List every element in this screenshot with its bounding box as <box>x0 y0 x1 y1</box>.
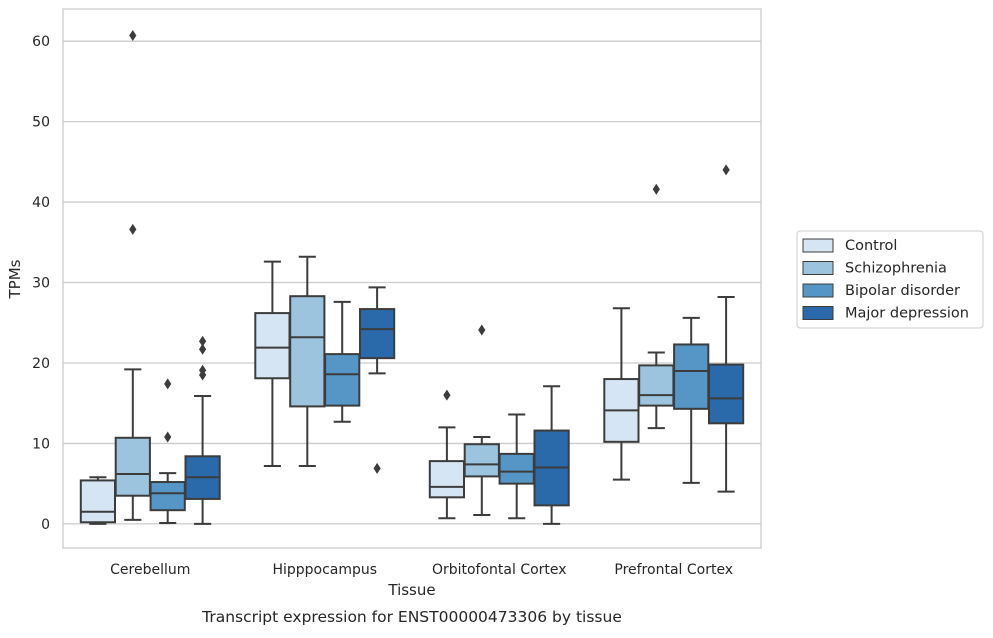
y-tick-label: 0 <box>41 517 50 533</box>
box-iqr <box>324 353 361 407</box>
box-plot <box>289 255 326 467</box>
box-plot <box>707 164 745 493</box>
outlier-point <box>199 335 207 347</box>
outlier-point <box>164 378 172 390</box>
box-iqr <box>463 443 500 478</box>
legend-frame <box>796 230 984 329</box>
legend-label: Major depression <box>845 306 969 322</box>
legend-swatch <box>802 238 834 253</box>
legend-label: Schizophrenia <box>845 261 947 277</box>
outlier-point <box>129 223 137 235</box>
box-plot <box>463 324 500 517</box>
outlier-point <box>164 431 172 443</box>
legend-label: Control <box>845 238 897 254</box>
box-iqr <box>149 481 186 512</box>
plot-frame <box>62 8 762 549</box>
y-tick-label: 10 <box>32 436 50 452</box>
x-tick-label: Cerebellum <box>110 562 190 578</box>
box-iqr <box>289 295 326 408</box>
y-tick-label: 20 <box>32 356 50 372</box>
legend-label: Bipolar disorder <box>845 283 960 299</box>
box-plot <box>673 316 710 484</box>
legend: Control Schizophrenia Bipolar disorder Majo… <box>796 230 984 329</box>
boxes <box>79 30 745 525</box>
box-plot <box>254 260 291 467</box>
box-plot <box>149 378 186 525</box>
chart-caption: Transcript expression for ENST0000047330… <box>201 608 622 626</box>
box-plot <box>324 300 361 423</box>
legend-swatch <box>802 261 834 275</box>
box-plot <box>603 307 640 481</box>
outlier-point <box>478 324 486 336</box>
box-iqr <box>79 479 117 524</box>
outlier-point <box>652 183 660 195</box>
box-iqr <box>358 308 396 360</box>
plot-area-background <box>63 9 761 548</box>
legend-swatch <box>802 283 834 298</box>
y-tick-label: 60 <box>32 34 50 50</box>
box-iqr <box>638 364 675 407</box>
box-plot <box>184 335 221 525</box>
box-plot <box>114 30 151 521</box>
box-iqr <box>428 460 466 499</box>
x-tick-label: Orbitofontal Cortex <box>432 562 567 578</box>
box-plot <box>428 389 466 520</box>
y-tick-label: 50 <box>32 115 50 131</box>
box-iqr <box>254 312 291 380</box>
box-plot <box>358 286 396 474</box>
box-plot <box>498 413 535 520</box>
gridlines <box>63 40 761 525</box>
outlier-point <box>199 364 207 376</box>
outlier-point <box>129 30 137 42</box>
box-iqr <box>673 343 710 410</box>
box-iqr <box>498 452 535 485</box>
box-iqr <box>707 363 745 425</box>
y-tick-labels: 0 10 20 30 40 50 60 <box>32 34 50 533</box>
x-tick-labels: Cerebellum Hipppocampus Orbitofontal Corte… <box>110 562 733 578</box>
y-tick-label: 30 <box>32 276 50 292</box>
y-tick-label: 40 <box>32 195 50 211</box>
x-axis-label: Tissue <box>387 581 435 599</box>
outlier-point <box>373 462 381 474</box>
box-plot <box>533 385 570 525</box>
x-tick-label: Hipppocampus <box>272 562 377 578</box>
outlier-point <box>722 164 730 176</box>
y-axis-label: TPMs <box>6 259 24 299</box>
box-iqr <box>114 436 151 497</box>
legend-items: Control Schizophrenia Bipolar disorder Majo… <box>802 238 969 322</box>
x-tick-label: Prefrontal Cortex <box>614 562 733 578</box>
box-plot <box>79 476 117 525</box>
outlier-point <box>199 343 207 355</box>
legend-swatch <box>802 306 834 320</box>
outlier-point <box>443 389 451 401</box>
